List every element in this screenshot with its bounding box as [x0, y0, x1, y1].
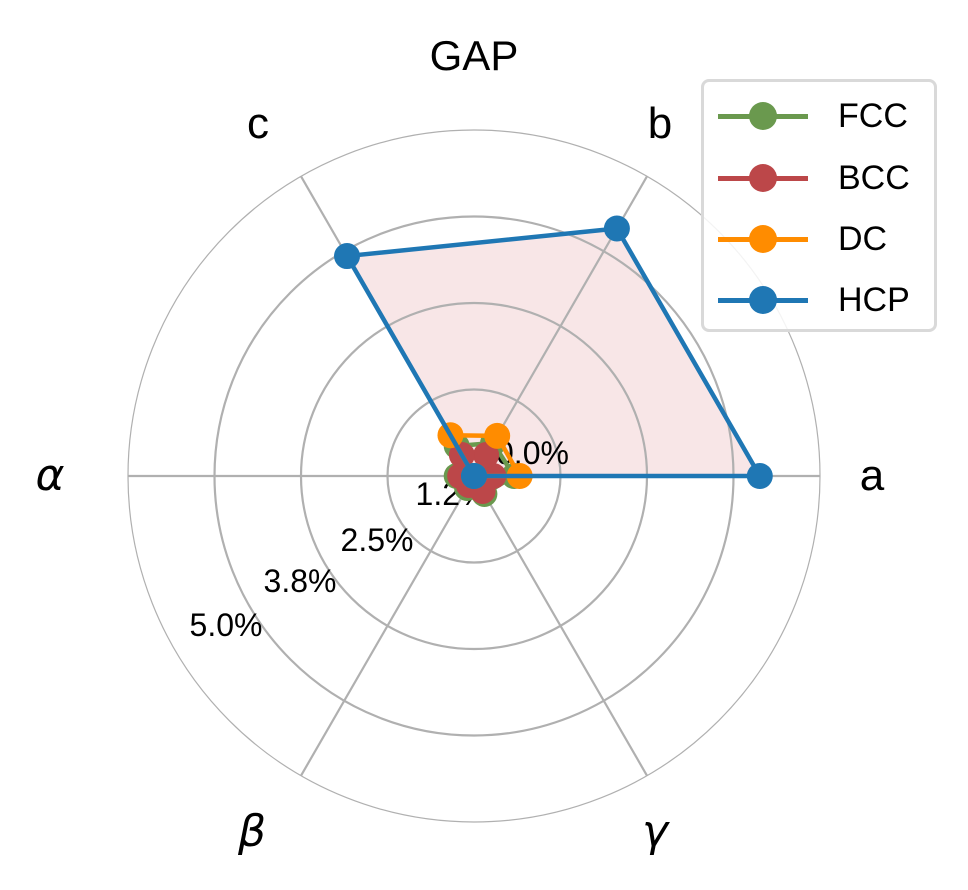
data-point — [603, 215, 630, 242]
legend-label: HCP — [838, 281, 910, 319]
legend-label: FCC — [838, 97, 908, 135]
axis-label-2: c — [247, 99, 269, 148]
fill-area — [347, 228, 760, 476]
grid-spoke — [473, 475, 648, 777]
grid-spoke — [300, 475, 475, 777]
data-point — [461, 463, 487, 489]
legend-item-hcp: HCP — [704, 280, 934, 320]
series-hcp — [334, 215, 773, 489]
hcp-fill-area — [347, 228, 760, 476]
data-point — [334, 243, 361, 270]
axis-label-5: γ — [642, 806, 670, 857]
legend-marker-icon — [749, 164, 777, 192]
legend-marker-icon — [749, 225, 777, 253]
axis-label-1: b — [648, 99, 672, 148]
legend-marker-icon — [749, 286, 777, 314]
data-point — [473, 442, 500, 469]
legend-label: BCC — [838, 159, 910, 197]
legend-marker-icon — [749, 102, 777, 130]
r-tick-label: 3.8% — [264, 563, 337, 599]
axis-label-0: a — [860, 451, 885, 500]
axis-labels: a b c α β γ — [35, 99, 884, 857]
legend: FCC BCC DC HCP — [701, 79, 937, 332]
chart-title: GAP — [430, 32, 519, 79]
legend-item-dc: DC — [704, 219, 934, 259]
data-point — [484, 422, 511, 449]
axis-label-3: α — [35, 450, 64, 501]
data-series — [334, 215, 773, 507]
legend-item-bcc: BCC — [704, 158, 934, 198]
r-tick-label: 5.0% — [190, 607, 263, 643]
data-point — [746, 463, 773, 489]
legend-item-fcc: FCC — [704, 96, 934, 136]
legend-label: DC — [838, 220, 888, 258]
axis-label-4: β — [237, 806, 266, 857]
r-tick-label: 2.5% — [341, 522, 414, 558]
